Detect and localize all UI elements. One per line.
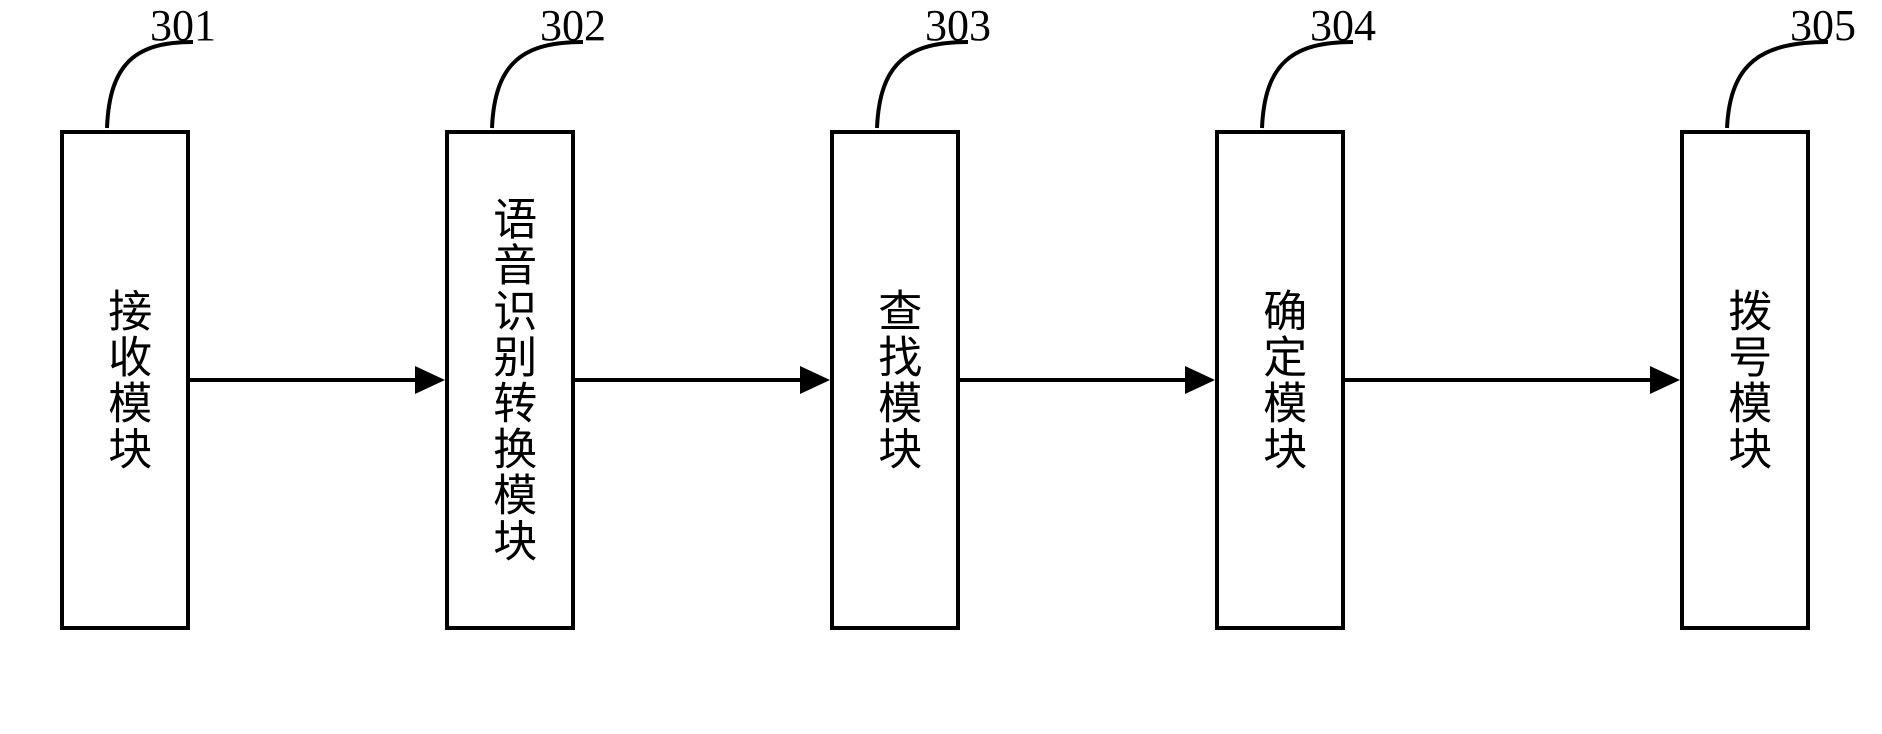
node-301: 接收模块 <box>60 130 190 630</box>
node-label-305: 拨号模块 <box>1721 288 1769 472</box>
edge-arrowhead-1 <box>800 366 830 394</box>
edge-line-2 <box>960 378 1185 382</box>
edge-line-0 <box>190 378 415 382</box>
leader-n305 <box>1725 40 1830 130</box>
node-302: 语音识别转换模块 <box>445 130 575 630</box>
edge-arrowhead-2 <box>1185 366 1215 394</box>
leader-n302 <box>490 40 585 130</box>
node-303: 查找模块 <box>830 130 960 630</box>
edge-arrowhead-0 <box>415 366 445 394</box>
node-label-304: 确定模块 <box>1256 288 1304 472</box>
edge-line-1 <box>575 378 800 382</box>
module-flow-diagram: 接收模块语音识别转换模块查找模块确定模块拨号模块301302303304305 <box>0 0 1882 734</box>
leader-n303 <box>875 40 970 130</box>
node-label-303: 查找模块 <box>871 288 919 472</box>
leader-n304 <box>1260 40 1355 130</box>
node-label-301: 接收模块 <box>101 288 149 472</box>
node-305: 拨号模块 <box>1680 130 1810 630</box>
leader-n301 <box>105 40 195 130</box>
edge-arrowhead-3 <box>1650 366 1680 394</box>
node-label-302: 语音识别转换模块 <box>486 196 534 564</box>
edge-line-3 <box>1345 378 1650 382</box>
node-304: 确定模块 <box>1215 130 1345 630</box>
